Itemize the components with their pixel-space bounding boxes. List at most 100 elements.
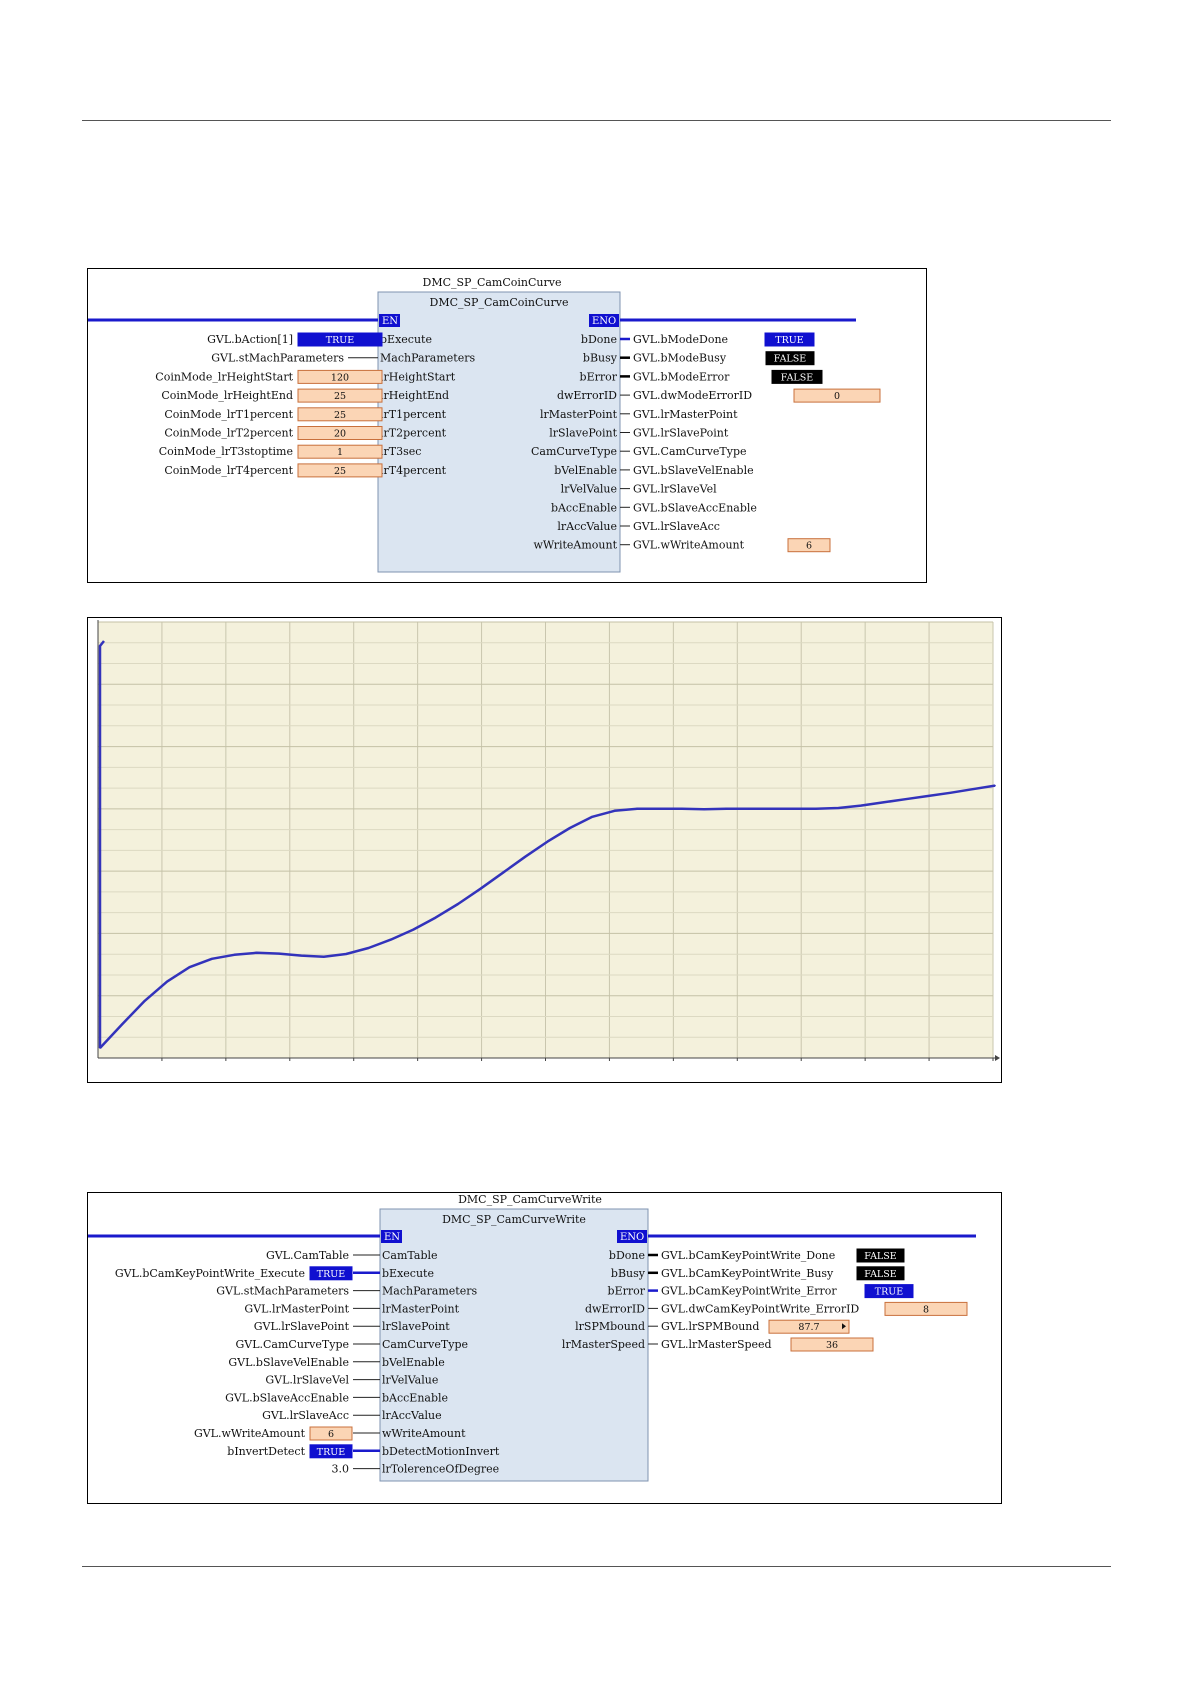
input-pin-lrMasterPoint: lrMasterPoint (382, 1302, 460, 1315)
input-pin-wWriteAmount: wWriteAmount (382, 1427, 466, 1440)
output-pin-wWriteAmount: wWriteAmount (533, 539, 617, 552)
eno-pin-box (617, 1230, 647, 1243)
input-var: CoinMode_lrT4percent (164, 464, 293, 477)
input-var: GVL.stMachParameters (211, 352, 344, 365)
curve-point (994, 784, 996, 787)
curve-start-spike (98, 640, 105, 1048)
input-pin-bAccEnable: bAccEnable (382, 1391, 448, 1404)
input-var: CoinMode_lrT3stoptime (159, 445, 293, 458)
function-block-body (379, 1208, 649, 1482)
input-pin-lrSlavePoint: lrSlavePoint (382, 1320, 450, 1333)
curve-point (479, 888, 482, 890)
input-pin-lrTolerenceOfDegree: lrTolerenceOfDegree (382, 1463, 499, 1476)
input-pin-bExecute: bExecute (382, 1267, 434, 1280)
input-pin-lrT4percent: lrT4percent (380, 464, 447, 477)
output-var: GVL.bModeBusy (633, 352, 727, 365)
output-pin-bError: bError (580, 370, 618, 383)
input-pin-bVelEnable: bVelEnable (382, 1356, 445, 1369)
output-pin-CamCurveType: CamCurveType (531, 445, 617, 458)
output-value: 8 (923, 1304, 929, 1315)
input-value-box (297, 388, 383, 403)
input-var: GVL.bAction[1] (207, 333, 293, 346)
curve-point (770, 808, 773, 810)
curve-point (591, 816, 594, 818)
cam-curve-chart (97, 620, 1000, 1061)
curve-point (211, 958, 213, 960)
input-var: GVL.lrSlaveAcc (262, 1409, 349, 1422)
curve-point (748, 808, 750, 810)
curve-point (860, 804, 862, 807)
x-axis-arrow-icon (995, 1055, 1000, 1061)
output-pin-lrAccValue: lrAccValue (557, 520, 617, 533)
curve-point (367, 947, 370, 949)
output-pin-bDone: bDone (609, 1249, 645, 1262)
fbd-diagram-camcurvewrite: DMC_SP_CamCurveWrite DMC_SP_CamCurveWrite… (88, 1193, 976, 1482)
output-var: GVL.bCamKeyPointWrite_Done (661, 1249, 835, 1262)
en-pin-label: EN (382, 316, 398, 327)
output-pin-lrSPMbound: lrSPMbound (575, 1320, 645, 1333)
fb-type-name: DMC_SP_CamCurveWrite (442, 1213, 586, 1226)
curve-point (278, 952, 280, 955)
fbd-panel-camcoincurve: DMC_SP_CamCoinCurve DMC_SP_CamCoinCurve EN… (87, 268, 927, 583)
output-value: TRUE (875, 1287, 903, 1298)
curve-point (927, 795, 929, 797)
output-var: GVL.lrSlaveAcc (633, 520, 720, 533)
input-pin-lrHeightStart: lrHeightStart (380, 370, 456, 383)
output-var: GVL.bCamKeyPointWrite_Busy (661, 1267, 834, 1280)
input-var: CoinMode_lrHeightStart (155, 370, 293, 383)
input-var: GVL.bSlaveAccEnable (225, 1391, 349, 1404)
curve-point (188, 966, 191, 968)
output-value: TRUE (775, 335, 803, 346)
input-value: 120 (331, 372, 349, 383)
input-value: TRUE (317, 1447, 345, 1458)
value-expand-arrow-icon (842, 1323, 846, 1330)
input-pin-MachParameters: MachParameters (382, 1285, 477, 1298)
curve-point (390, 938, 392, 941)
eno-pin-label: ENO (592, 316, 616, 327)
curve-point (502, 872, 504, 874)
input-value-box (297, 407, 383, 422)
input-value: 6 (328, 1429, 334, 1440)
input-value-box (297, 369, 383, 384)
input-value-box (297, 332, 383, 347)
input-value-box (309, 1266, 353, 1281)
curve-point (255, 952, 258, 954)
output-var: GVL.lrMasterPoint (633, 408, 738, 421)
output-value: FALSE (781, 372, 813, 383)
output-value-box (884, 1301, 968, 1316)
input-var: CoinMode_lrT1percent (164, 408, 293, 421)
output-var: GVL.lrMasterSpeed (661, 1338, 772, 1351)
input-var: GVL.bCamKeyPointWrite_Execute (115, 1267, 305, 1280)
curve-point (725, 808, 728, 810)
input-var: GVL.lrSlaveVel (265, 1374, 349, 1387)
eno-pin-box (589, 314, 619, 327)
curve-point (300, 954, 303, 957)
function-block-body (377, 291, 621, 573)
input-var: GVL.CamTable (266, 1249, 349, 1262)
curve-point (792, 808, 795, 810)
output-value: 87.7 (798, 1322, 819, 1333)
output-var: GVL.bSlaveVelEnable (633, 464, 754, 477)
eno-pin-label: ENO (620, 1232, 644, 1243)
output-value-box (856, 1248, 905, 1263)
input-pin-CamCurveType: CamCurveType (382, 1338, 468, 1351)
input-value: TRUE (326, 335, 354, 346)
input-value: 25 (334, 410, 346, 421)
output-value-box (765, 351, 815, 366)
header-rule (82, 120, 1111, 121)
fbd-diagram-camcoincurve: DMC_SP_CamCoinCurve DMC_SP_CamCoinCurve EN… (88, 276, 881, 573)
fbd-panel-camcurvewrite: DMC_SP_CamCurveWrite DMC_SP_CamCurveWrite… (87, 1192, 1002, 1504)
curve-point (613, 810, 616, 812)
output-value-box (864, 1284, 914, 1299)
input-pin-lrT3sec: lrT3sec (380, 445, 421, 458)
input-var: 3.0 (332, 1463, 350, 1476)
footer-rule (82, 1566, 1111, 1567)
curve-point (144, 1000, 146, 1002)
output-var: GVL.dwModeErrorID (633, 389, 752, 402)
curve-point (703, 808, 705, 810)
output-pin-lrMasterSpeed: lrMasterSpeed (562, 1338, 645, 1351)
output-pin-bBusy: bBusy (583, 352, 618, 365)
output-value-box (793, 388, 881, 403)
curve-point (949, 792, 952, 794)
output-pin-dwErrorID: dwErrorID (585, 1302, 645, 1315)
